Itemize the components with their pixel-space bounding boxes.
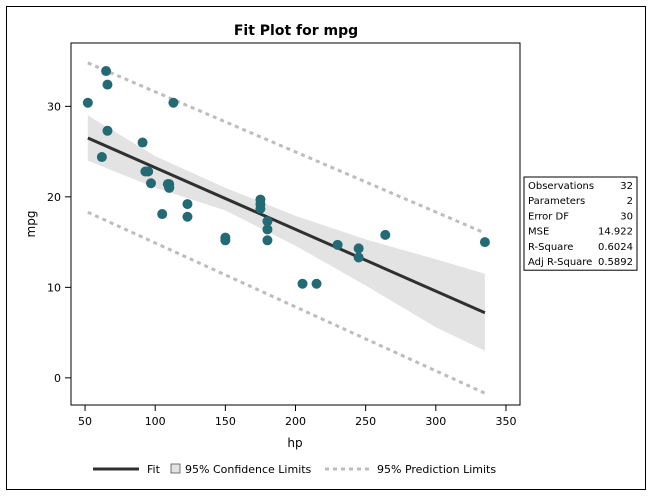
data-point	[353, 243, 364, 254]
plot-frame: Fit Plot for mpg 50 100 150 200 250 300 350 0 1…	[6, 6, 646, 490]
y-tick-label: 30	[47, 100, 61, 113]
stats-value: 0.6024	[598, 242, 633, 253]
prediction-limits-layer	[87, 61, 486, 395]
data-point	[137, 137, 148, 148]
data-point	[311, 278, 322, 289]
x-axis: 50 100 150 200 250 300 350	[78, 405, 516, 428]
stats-label: Adj R-Square	[528, 257, 592, 268]
data-point	[353, 252, 364, 263]
stats-value: 2	[627, 196, 633, 207]
stats-table-border	[523, 176, 638, 271]
data-point	[102, 79, 113, 90]
x-tick-label: 150	[215, 415, 236, 428]
data-point	[145, 178, 156, 189]
fit-line	[87, 136, 486, 315]
stats-value: 32	[620, 181, 633, 192]
data-point	[143, 166, 154, 177]
y-tick-label: 20	[47, 191, 61, 204]
data-point	[168, 97, 179, 108]
x-tick-label: 50	[78, 415, 92, 428]
stats-label: Observations	[528, 181, 594, 192]
data-point	[262, 216, 273, 227]
chart-title: Fit Plot for mpg	[234, 23, 358, 39]
fit-line-layer	[87, 136, 486, 315]
data-point	[380, 229, 391, 240]
confidence-band	[87, 115, 485, 351]
prediction-limit-lower	[87, 210, 486, 395]
x-tick-label: 250	[355, 415, 376, 428]
stats-value: 30	[620, 211, 633, 222]
data-point	[255, 194, 266, 205]
y-axis: 0 10 20 30	[47, 100, 71, 385]
stats-label: R-Square	[528, 242, 573, 253]
x-tick-label: 200	[285, 415, 306, 428]
legend-confidence-label: 95% Confidence Limits	[185, 463, 312, 476]
stats-label: Error DF	[528, 211, 569, 222]
stats-value: 0.5892	[598, 257, 633, 268]
data-point	[220, 232, 231, 243]
data-points-layer	[82, 66, 490, 289]
confidence-band-layer	[87, 115, 485, 351]
fit-statistics-table: Observations 32 Parameters 2 Error DF 30 MSE 14…	[523, 176, 638, 271]
x-axis-label: hp	[287, 436, 302, 450]
data-point	[96, 152, 107, 163]
data-point	[332, 239, 343, 250]
stats-value: 14.922	[598, 227, 633, 238]
legend-prediction-label: 95% Prediction Limits	[377, 463, 496, 476]
legend-fit-label: Fit	[147, 463, 161, 476]
fit-plot-chart: Fit Plot for mpg 50 100 150 200 250 300 350 0 1…	[24, 23, 638, 476]
stats-label: Parameters	[528, 196, 585, 207]
data-point	[82, 97, 93, 108]
data-point	[182, 199, 193, 210]
x-tick-label: 100	[145, 415, 166, 428]
prediction-limit-upper	[87, 61, 486, 235]
x-tick-label: 300	[425, 415, 446, 428]
data-point	[262, 224, 273, 235]
stats-label: MSE	[528, 227, 549, 238]
data-point	[102, 125, 113, 136]
x-tick-label: 350	[495, 415, 516, 428]
legend: Fit 95% Confidence Limits 95% Prediction L…	[93, 463, 496, 476]
y-axis-label: mpg	[24, 211, 38, 238]
y-tick-label: 0	[54, 372, 61, 385]
y-tick-label: 10	[47, 281, 61, 294]
legend-confidence-swatch	[170, 463, 181, 474]
data-point	[164, 179, 175, 190]
data-point	[101, 66, 112, 77]
data-point	[479, 237, 490, 248]
data-point	[157, 209, 168, 220]
data-point	[297, 278, 308, 289]
data-point	[262, 235, 273, 246]
data-point	[182, 211, 193, 222]
